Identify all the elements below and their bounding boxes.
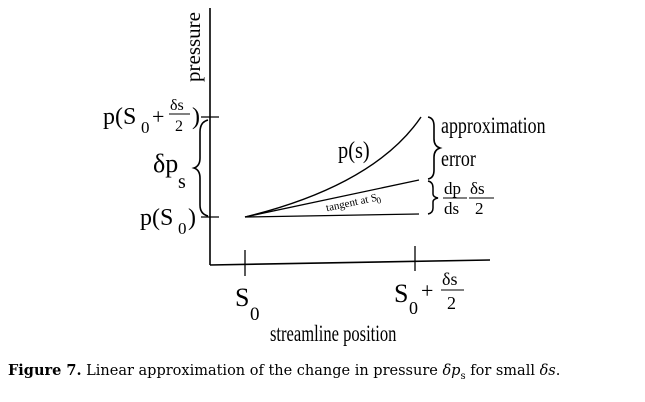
svg-text:+: +	[421, 278, 433, 303]
svg-text:tangent at S: tangent at S	[325, 192, 378, 215]
tangent-label: tangent at S 0	[325, 192, 383, 215]
svg-text:0: 0	[376, 195, 383, 206]
svg-text:δs: δs	[470, 179, 485, 198]
x-tick-label-s1: S 0 + δs 2	[394, 269, 464, 318]
y-tick-label-upper: p(S 0 + δs 2 )	[103, 97, 200, 137]
svg-text:δs: δs	[442, 269, 458, 289]
svg-text:δs: δs	[170, 97, 184, 114]
x-axis-label: streamline position	[270, 321, 396, 346]
svg-text:δp: δp	[153, 149, 178, 178]
svg-text:p(S: p(S	[103, 104, 136, 130]
svg-text:0: 0	[250, 304, 260, 325]
error-brace	[427, 116, 443, 180]
linear-brace	[427, 180, 439, 215]
delta-p-label: δp s	[153, 149, 186, 193]
y-axis-label: pressure	[181, 12, 205, 82]
error-label: error	[441, 147, 476, 172]
x-tick-label-s0: S 0	[235, 283, 260, 325]
svg-text:0: 0	[141, 118, 150, 137]
linear-term-label: dp ds δs 2	[443, 179, 494, 218]
svg-text:2: 2	[175, 118, 183, 135]
pressure-curve	[244, 116, 422, 218]
caption-math-1: δp	[442, 363, 461, 379]
svg-text:dp: dp	[444, 179, 461, 198]
svg-text:s: s	[178, 171, 186, 193]
approximation-label: approximation	[441, 114, 546, 139]
svg-text:ds: ds	[444, 199, 459, 218]
delta-p-brace	[191, 119, 209, 217]
y-tick-label-lower: p(S 0 )	[140, 205, 196, 238]
svg-text:0: 0	[409, 298, 418, 318]
svg-text:): )	[192, 104, 200, 130]
caption-math-2: δs	[539, 363, 556, 379]
svg-text:0: 0	[178, 219, 187, 238]
caption-text-1: Linear approximation of the change in pr…	[81, 363, 443, 379]
tangent-line	[244, 179, 420, 218]
figure-caption: Figure 7. Linear approximation of the ch…	[8, 362, 638, 382]
caption-text-3: .	[555, 363, 561, 379]
svg-text:+: +	[152, 104, 164, 129]
svg-text:S: S	[235, 283, 249, 312]
curve-label: p(s)	[338, 136, 370, 163]
caption-text-2: for small	[465, 363, 540, 379]
caption-label: Figure 7.	[8, 362, 82, 379]
x-axis	[209, 259, 491, 266]
svg-text:S: S	[394, 279, 408, 308]
diagram: pressure p(S 0 + δs 2 ) δp s p(S 0 ) p(s…	[103, 8, 546, 347]
svg-text:2: 2	[447, 293, 456, 313]
caption-math-1-sub: s	[460, 370, 466, 382]
svg-text:): )	[188, 205, 196, 231]
svg-text:p(S: p(S	[140, 205, 173, 231]
baseline-line	[244, 213, 420, 218]
svg-text:2: 2	[475, 199, 484, 218]
